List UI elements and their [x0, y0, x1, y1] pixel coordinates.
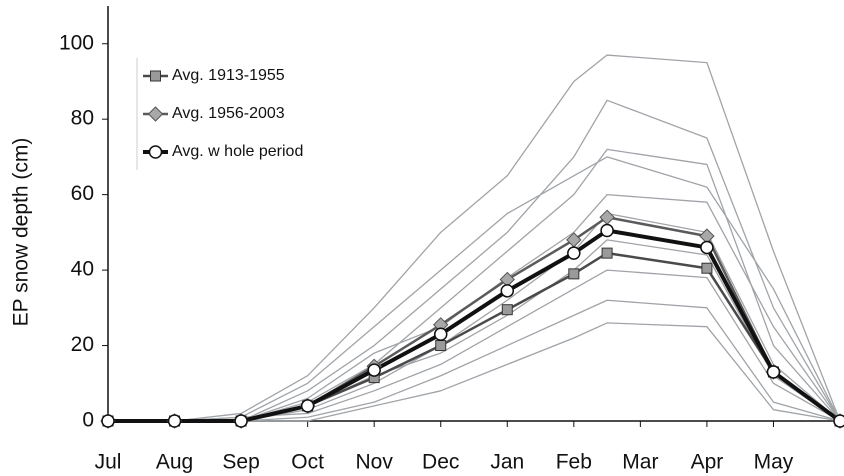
year-line: [108, 156, 841, 422]
year-line: [108, 299, 841, 422]
year-line: [108, 322, 841, 422]
x-tick-label: Feb: [556, 451, 592, 474]
y-tick-label: 100: [59, 31, 94, 54]
x-tick-label: May: [754, 451, 794, 474]
legend-label: Avg. 1956-2003: [172, 105, 285, 122]
marker: [300, 399, 315, 413]
marker: [766, 365, 781, 379]
legend-marker: [147, 106, 164, 122]
marker: [501, 304, 513, 316]
y-tick-label: 0: [82, 409, 94, 432]
marker: [167, 414, 182, 428]
legend-label: Avg. 1913-1955: [172, 67, 285, 84]
x-tick-label: Aug: [156, 451, 193, 474]
y-tick-label: 40: [71, 258, 94, 281]
y-tick-label: 80: [71, 107, 94, 130]
marker: [101, 414, 115, 428]
legend-marker: [150, 70, 161, 82]
marker: [500, 284, 515, 298]
x-tick-label: Apr: [691, 451, 724, 474]
legend-marker: [148, 145, 163, 159]
year-line: [108, 54, 841, 422]
marker: [367, 363, 381, 377]
y-tick-label: 60: [71, 182, 94, 205]
x-tick-label: Nov: [356, 451, 394, 474]
marker: [599, 209, 615, 225]
marker: [433, 327, 448, 341]
x-tick-label: Dec: [422, 451, 459, 474]
legend-label: Avg. w hole period: [172, 143, 303, 160]
marker: [600, 223, 614, 238]
marker: [833, 414, 844, 428]
marker: [567, 246, 581, 260]
x-tick-label: Mar: [622, 451, 658, 474]
marker: [700, 240, 714, 255]
marker: [234, 414, 248, 428]
marker: [601, 247, 613, 259]
marker: [701, 262, 713, 274]
y-axis-label: EP snow depth (cm): [10, 138, 33, 327]
y-tick-label: 20: [71, 333, 94, 356]
year-line: [108, 239, 841, 422]
average-line: [108, 228, 842, 423]
x-tick-label: Jan: [490, 451, 524, 474]
average-line: [108, 216, 841, 423]
marker: [568, 268, 580, 280]
x-tick-label: Jul: [95, 451, 122, 474]
x-tick-label: Oct: [291, 451, 324, 474]
marker: [435, 340, 447, 352]
x-tick-label: Sep: [222, 451, 259, 474]
